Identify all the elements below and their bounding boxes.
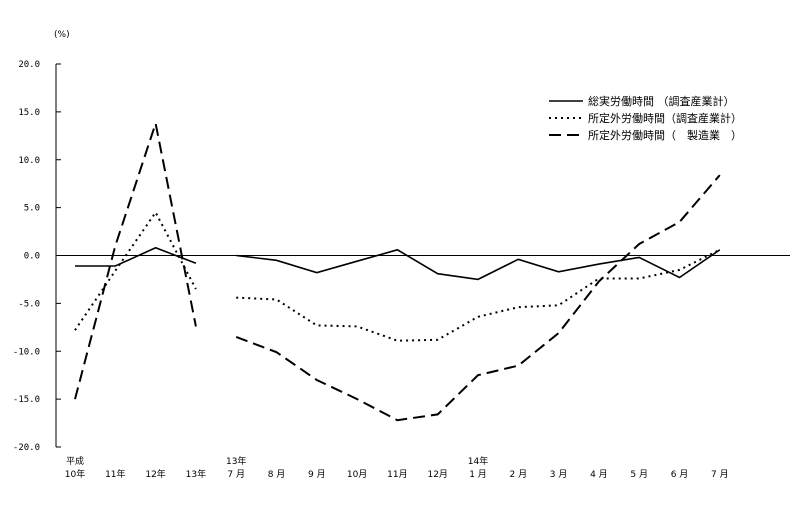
y-tick-label: -20.0 xyxy=(13,443,40,453)
legend: 総実労働時間 （調査産業計） 所定外労働時間（調査産業計） 所定外労働時間（ 製造業… xyxy=(549,94,742,142)
x-label: 11年 xyxy=(105,468,125,480)
series-lines xyxy=(74,119,721,422)
legend-label: 所定外労働時間（調査産業計） xyxy=(588,111,742,125)
series-line-monthly xyxy=(236,248,721,342)
x-label: 7 月 xyxy=(227,469,245,480)
x-label-top: 平成 xyxy=(66,455,84,467)
series-line-annual xyxy=(75,246,197,267)
y-tick-label: 5.0 xyxy=(24,204,40,214)
y-tick-label: -10.0 xyxy=(13,347,40,357)
series-dotted xyxy=(74,210,721,342)
x-label: 11月 xyxy=(387,469,407,480)
series-line-annual xyxy=(74,119,197,400)
y-axis-ticks: 20.0 15.0 10.0 5.0 0.0 -5.0 -10.0 -15.0 -20.0 xyxy=(13,60,61,453)
x-label: 12年 xyxy=(145,468,165,480)
legend-label: 総実労働時間 （調査産業計） xyxy=(588,94,735,108)
series-solid xyxy=(75,246,721,281)
x-label: 2 月 xyxy=(510,469,528,480)
y-tick-label: 20.0 xyxy=(18,60,40,70)
x-label: 8 月 xyxy=(268,469,286,480)
series-dashed xyxy=(74,119,721,422)
series-line-annual xyxy=(74,210,197,331)
y-tick-label: 0.0 xyxy=(24,252,40,262)
x-label-top: 13年 xyxy=(226,455,246,467)
x-label: 10月 xyxy=(347,469,367,480)
x-label: 12月 xyxy=(427,469,447,480)
y-tick-label: 10.0 xyxy=(18,156,40,166)
x-label: 3 月 xyxy=(550,469,568,480)
y-tick-label: -15.0 xyxy=(13,395,40,405)
x-label: 5 月 xyxy=(630,469,648,480)
x-label: 6 月 xyxy=(671,469,689,480)
x-label: 7 月 xyxy=(711,469,729,480)
y-tick-label: 15.0 xyxy=(18,108,40,118)
x-label: 9 月 xyxy=(308,469,326,480)
x-label: 10年 xyxy=(65,468,85,480)
series-line-monthly xyxy=(236,248,721,281)
x-label: 4 月 xyxy=(590,469,608,480)
series-line-monthly xyxy=(235,174,721,422)
y-tick-label: -5.0 xyxy=(18,299,40,309)
x-label-top: 14年 xyxy=(468,455,488,467)
unit-label: (%) xyxy=(54,30,70,40)
x-label: 13年 xyxy=(186,468,206,480)
x-label: 1 月 xyxy=(469,469,487,480)
legend-label: 所定外労働時間（ 製造業 ） xyxy=(588,128,742,142)
